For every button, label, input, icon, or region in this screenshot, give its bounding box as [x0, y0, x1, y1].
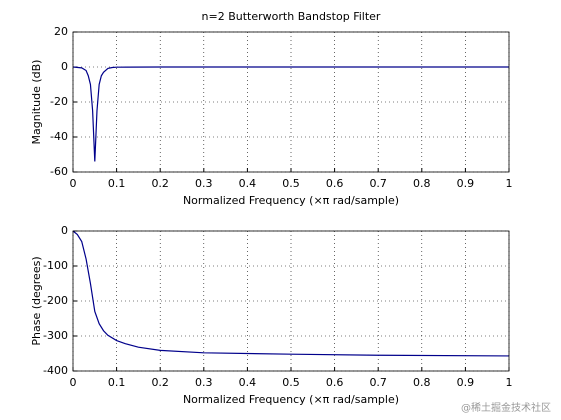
x-tick-label: 0	[70, 376, 77, 389]
x-tick-label: 0.8	[413, 376, 431, 389]
x-tick-label: 0.4	[239, 177, 257, 190]
x-tick-label: 0.1	[108, 177, 126, 190]
chart-title: n=2 Butterworth Bandstop Filter	[202, 10, 381, 23]
x-tick-label: 0	[70, 177, 77, 190]
x-tick-label: 0.7	[369, 177, 387, 190]
axes-box	[72, 230, 510, 372]
y-tick-label: -40	[50, 130, 68, 143]
y-tick-label: -60	[50, 165, 68, 178]
x-tick-label: 0.4	[239, 376, 257, 389]
x-tick-label: 0.7	[369, 376, 387, 389]
x-tick-label: 1	[506, 177, 513, 190]
x-tick-label: 0.1	[108, 376, 126, 389]
x-tick-label: 0.8	[413, 177, 431, 190]
x-tick-label: 0.9	[457, 376, 475, 389]
x-tick-label: 1	[506, 376, 513, 389]
y-tick-label: 20	[54, 25, 68, 38]
line-series	[72, 230, 510, 357]
x-axis-label: Normalized Frequency (×π rad/sample)	[183, 194, 399, 207]
y-tick-label: -300	[43, 329, 68, 342]
y-axis-label: Magnitude (dB)	[30, 60, 43, 145]
axes-box	[72, 31, 510, 173]
y-tick-label: 0	[61, 224, 68, 237]
x-tick-label: 0.6	[326, 177, 344, 190]
line-series	[72, 66, 509, 162]
x-tick-label: 0.3	[195, 177, 213, 190]
y-axis-label: Phase (degrees)	[30, 256, 43, 345]
y-tick-label: 0	[61, 60, 68, 73]
x-tick-label: 0.5	[282, 376, 300, 389]
y-tick-label: -100	[43, 259, 68, 272]
x-tick-label: 0.9	[457, 177, 475, 190]
watermark: @稀土掘金技术社区	[461, 401, 551, 414]
x-tick-label: 0.5	[282, 177, 300, 190]
x-tick-label: 0.2	[151, 177, 169, 190]
x-tick-label: 0.3	[195, 376, 213, 389]
y-tick-label: -400	[43, 364, 68, 377]
y-tick-label: -200	[43, 294, 68, 307]
x-axis-label: Normalized Frequency (×π rad/sample)	[183, 393, 399, 406]
y-tick-label: -20	[50, 95, 68, 108]
x-tick-label: 0.2	[151, 376, 169, 389]
x-tick-label: 0.6	[326, 376, 344, 389]
